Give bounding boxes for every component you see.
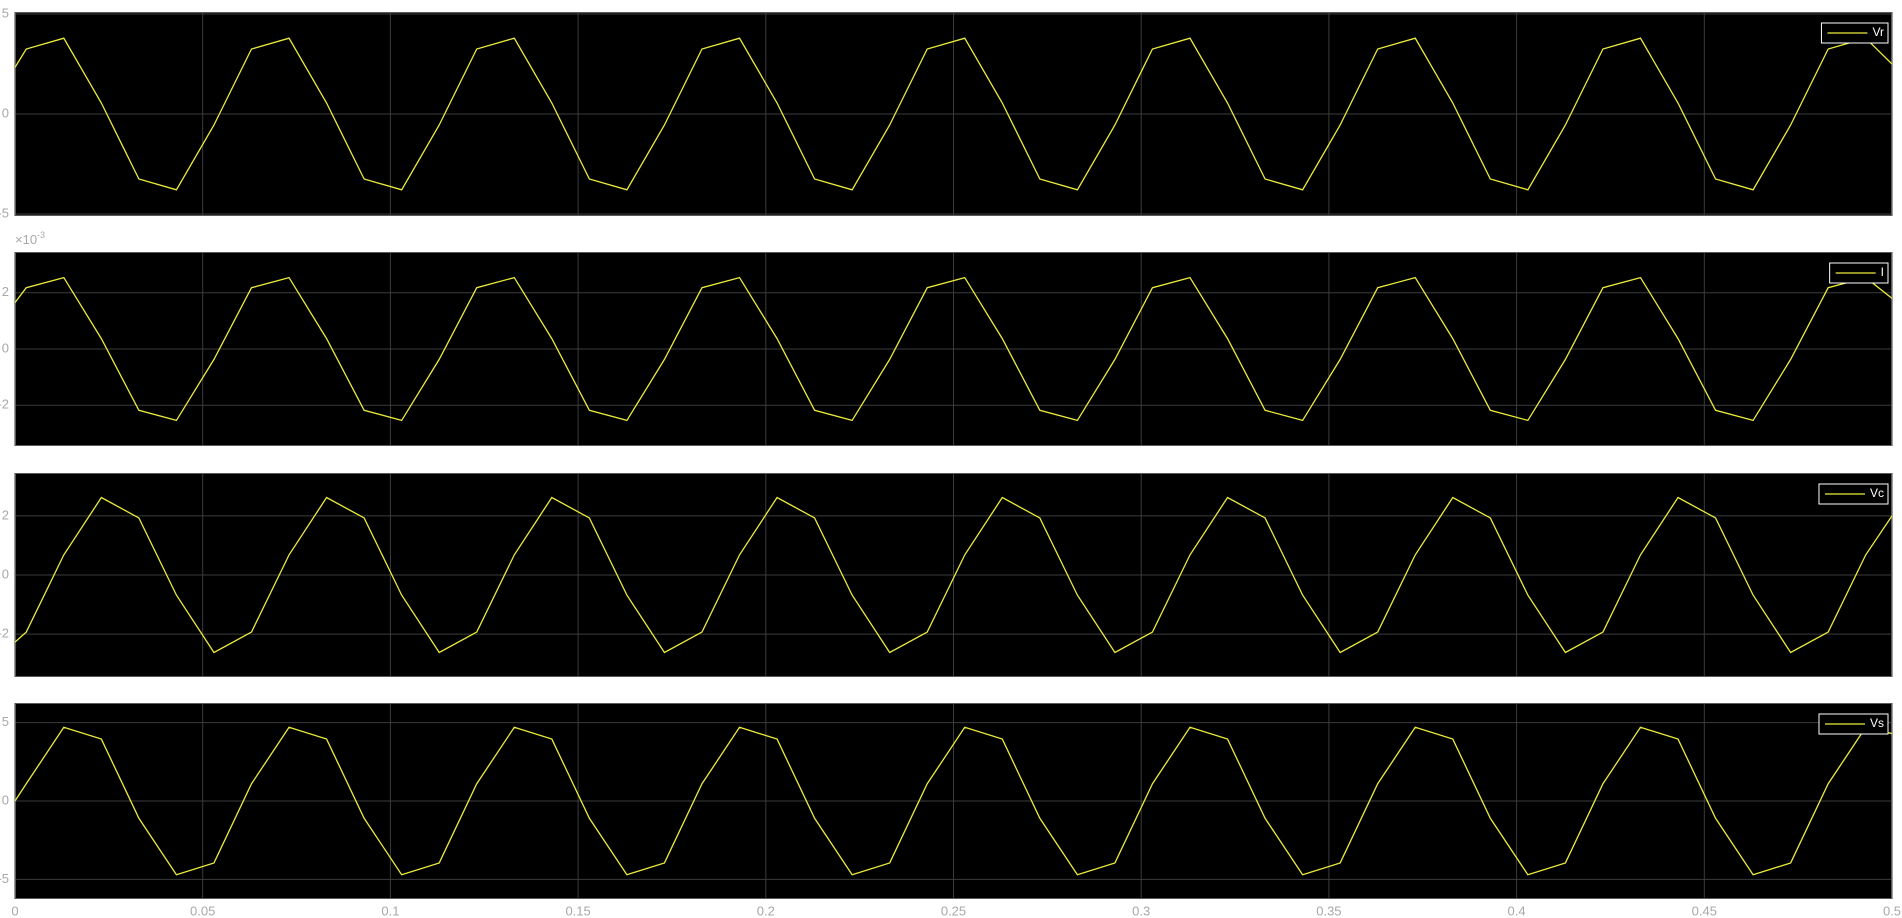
y-tick-label: 0 [2, 792, 9, 807]
legend: Vc [1818, 483, 1889, 505]
legend-label: I [1881, 265, 1884, 279]
signal-line [15, 496, 1892, 654]
x-tick-label: 0.35 [1316, 903, 1341, 918]
legend-label: Vr [1872, 25, 1884, 39]
x-tick-label: 0.15 [565, 903, 590, 918]
y-tick-label: -5 [0, 871, 9, 886]
legend-label: Vs [1870, 716, 1884, 730]
scope-panel: Vc [14, 473, 1893, 677]
y-tick-label: -2 [0, 397, 9, 412]
y-tick-label: 0 [2, 566, 9, 581]
x-tick-label: 0.4 [1508, 903, 1526, 918]
legend: Vr [1820, 22, 1889, 44]
legend: Vs [1818, 713, 1889, 735]
signal-line [15, 276, 1892, 422]
x-tick-label: 0 [11, 903, 18, 918]
scope-panel: Vr [14, 12, 1893, 216]
exponent-power: -3 [37, 230, 45, 240]
y-tick-label: 2 [2, 284, 9, 299]
y-tick-label: -5 [0, 205, 9, 220]
legend-label: Vc [1870, 486, 1884, 500]
plot-border [15, 473, 1892, 677]
x-tick-label: 0.05 [190, 903, 215, 918]
legend: I [1829, 262, 1889, 284]
x-tick-label: 0.1 [381, 903, 399, 918]
y-tick-label: 2 [2, 507, 9, 522]
signal-line [15, 37, 1892, 191]
plot-border [15, 12, 1892, 216]
scope-panel: Vs [14, 703, 1893, 899]
scope-panel: I [14, 252, 1893, 446]
x-tick-label: 0.2 [757, 903, 775, 918]
signal-line [15, 726, 1892, 876]
y-tick-label: 0 [2, 340, 9, 355]
exponent-base: ×10 [15, 232, 37, 247]
y-tick-label: 5 [2, 714, 9, 729]
y-tick-label: 0 [2, 105, 9, 120]
plot-border [15, 252, 1892, 446]
x-tick-label: 0.25 [941, 903, 966, 918]
x-tick-label: 0.3 [1132, 903, 1150, 918]
y-tick-label: 5 [2, 5, 9, 20]
x-tick-label: 0.45 [1692, 903, 1717, 918]
y-tick-label: -2 [0, 626, 9, 641]
x-tick-label: 0.5 [1883, 903, 1901, 918]
y-exponent-label: ×10-3 [15, 230, 45, 247]
